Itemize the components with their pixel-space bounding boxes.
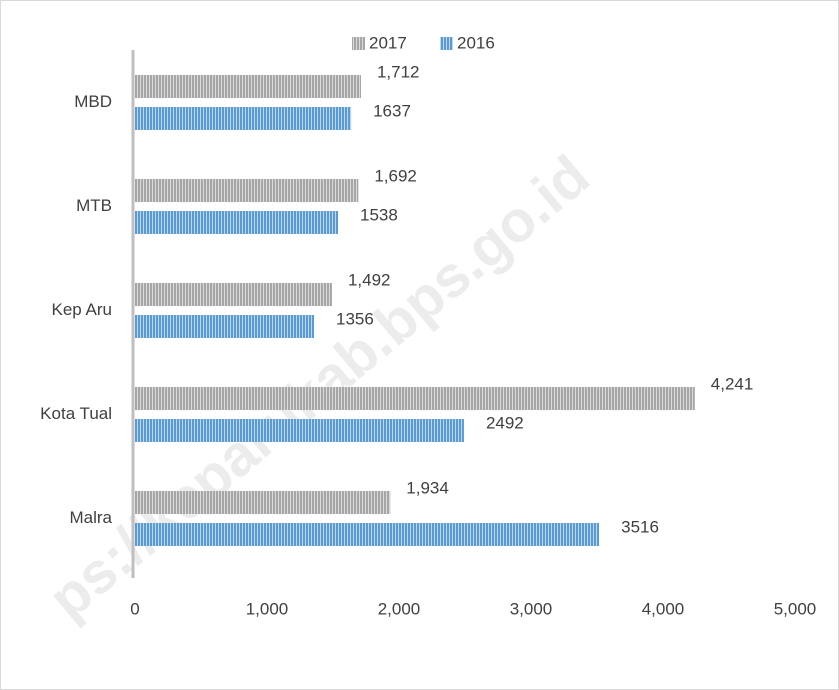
y-tick-label: MTB (76, 196, 112, 215)
legend-label: 2017 (369, 33, 407, 52)
y-tick-label: Malra (69, 508, 112, 527)
bar (135, 419, 464, 442)
data-label: 1,692 (374, 166, 417, 185)
data-label: 2492 (486, 413, 524, 432)
x-tick-label: 5,000 (774, 599, 817, 618)
y-tick-label: MBD (74, 92, 112, 111)
data-label: 1,712 (377, 62, 420, 81)
bar (135, 387, 695, 410)
x-tick-label: 0 (130, 599, 139, 618)
bar (135, 179, 359, 202)
legend-swatch (352, 37, 365, 50)
bar (135, 523, 600, 546)
x-tick-label: 2,000 (378, 599, 421, 618)
bar (135, 75, 361, 98)
bar (135, 107, 352, 130)
legend-swatch (440, 37, 453, 50)
x-tick-label: 1,000 (246, 599, 289, 618)
bar (135, 283, 332, 306)
x-tick-label: 3,000 (510, 599, 553, 618)
x-tick-label: 4,000 (642, 599, 685, 618)
data-label: 3516 (621, 517, 659, 536)
data-label: 1,934 (406, 478, 449, 497)
bar (135, 491, 391, 514)
data-label: 1,492 (348, 270, 391, 289)
legend-label: 2016 (457, 33, 495, 52)
data-label: 1637 (373, 101, 411, 120)
y-tick-label: Kota Tual (40, 404, 112, 423)
y-tick-label: Kep Aru (52, 300, 113, 319)
data-label: 1356 (336, 309, 374, 328)
bar (135, 211, 339, 234)
bar (135, 315, 314, 338)
data-label: 1538 (360, 205, 398, 224)
data-label: 4,241 (711, 374, 754, 393)
